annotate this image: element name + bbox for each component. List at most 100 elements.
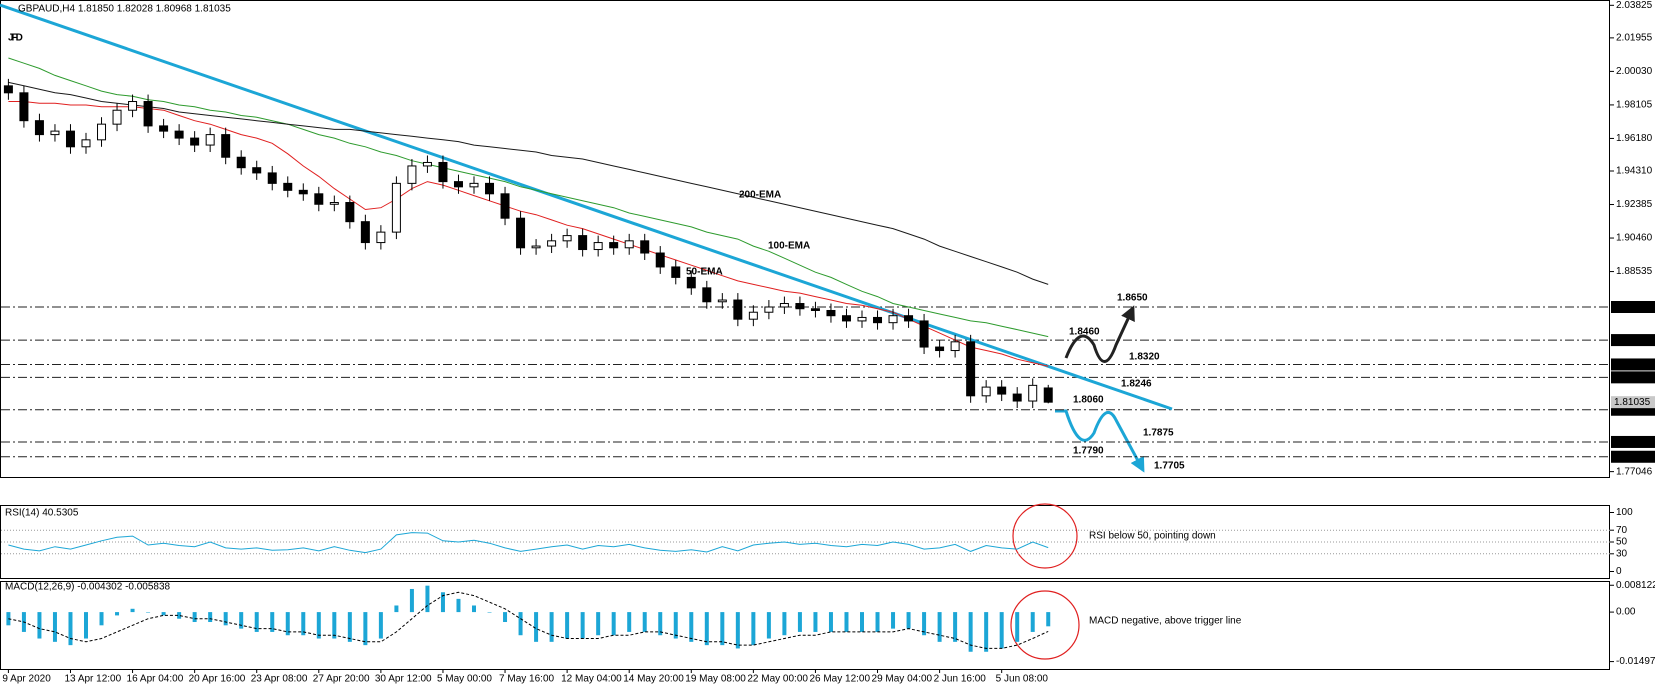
x-tick-label: 23 Apr 08:00 bbox=[251, 674, 308, 685]
candle-body bbox=[174, 130, 184, 139]
candle-body bbox=[531, 245, 541, 249]
bearish-scenario-arrow bbox=[1055, 409, 1145, 473]
macd-bar bbox=[332, 612, 337, 639]
macd-bar bbox=[704, 612, 709, 646]
candle-body bbox=[997, 386, 1007, 395]
candle-body bbox=[283, 182, 293, 191]
level-annotation: 1.8060 bbox=[1073, 395, 1104, 406]
candle-body bbox=[391, 182, 401, 233]
logo: JFD bbox=[8, 33, 23, 44]
candle-body bbox=[686, 276, 696, 289]
macd-bar bbox=[115, 612, 120, 616]
candle-body bbox=[547, 240, 557, 247]
candle-body bbox=[841, 315, 851, 322]
candle-body bbox=[190, 137, 200, 146]
y-tick-label: 1.90460 bbox=[1616, 233, 1653, 244]
candle-body bbox=[236, 156, 246, 169]
macd-bar bbox=[627, 612, 632, 632]
y-tick-label: 0 bbox=[1616, 566, 1622, 577]
macd-bar bbox=[99, 612, 104, 626]
level-label: 1.84600 bbox=[1614, 335, 1651, 346]
candle-body bbox=[314, 193, 324, 205]
candle-body bbox=[205, 134, 215, 146]
candle-body bbox=[593, 242, 603, 251]
y-tick-label: 0.008122 bbox=[1616, 580, 1655, 591]
macd-bar bbox=[254, 612, 259, 632]
x-tick-label: 27 Apr 20:00 bbox=[313, 674, 370, 685]
candle-body bbox=[407, 165, 417, 184]
pane-title: MACD(12,26,9) -0.004302 -0.005838 bbox=[5, 582, 171, 593]
macd-bar bbox=[1046, 612, 1051, 627]
candle-body bbox=[345, 202, 355, 223]
macd-bar bbox=[844, 612, 849, 632]
macd-bar bbox=[782, 612, 787, 636]
level-annotation: 1.8320 bbox=[1129, 352, 1160, 363]
candle-body bbox=[97, 123, 107, 141]
macd-bar bbox=[1030, 612, 1035, 632]
macd-bar bbox=[937, 612, 942, 642]
level-label: 1.78750 bbox=[1614, 437, 1651, 448]
y-tick-label: 30 bbox=[1616, 548, 1628, 559]
macd-bar bbox=[580, 612, 585, 639]
level-annotation: 1.7875 bbox=[1143, 428, 1174, 439]
rsi-line bbox=[8, 532, 1049, 554]
annotation: RSI below 50, pointing down bbox=[1089, 531, 1216, 542]
macd-bar bbox=[394, 605, 399, 613]
macd-bar bbox=[797, 612, 802, 632]
macd-bar bbox=[363, 612, 368, 646]
candle-body bbox=[50, 130, 60, 136]
candle-body bbox=[702, 287, 712, 303]
candle-body bbox=[34, 120, 44, 136]
candle-body bbox=[981, 386, 991, 397]
main-pane bbox=[0, 0, 1610, 478]
macd-bar bbox=[922, 612, 927, 636]
macd-pane bbox=[0, 581, 1610, 670]
level-label: 1.77900 bbox=[1614, 451, 1651, 462]
macd-bar bbox=[891, 612, 896, 629]
y-tick-label: -0.014976 bbox=[1616, 656, 1655, 667]
candle-body bbox=[810, 308, 820, 311]
macd-bar bbox=[270, 612, 275, 632]
candle-body bbox=[438, 161, 448, 183]
macd-bar bbox=[735, 612, 740, 649]
ema-label: 50-EMA bbox=[686, 267, 723, 278]
macd-bar bbox=[208, 612, 213, 623]
macd-bar bbox=[689, 612, 694, 642]
candle-body bbox=[469, 182, 479, 188]
macd-bar bbox=[192, 612, 197, 623]
y-tick-label: 70 bbox=[1616, 525, 1628, 536]
macd-bar bbox=[146, 612, 151, 613]
macd-bar bbox=[611, 612, 616, 636]
level-box bbox=[1611, 450, 1655, 463]
level-box bbox=[1611, 371, 1655, 384]
macd-bar bbox=[456, 598, 461, 613]
macd-bar bbox=[223, 612, 228, 626]
candle-body bbox=[826, 309, 836, 317]
candle-body bbox=[966, 341, 976, 397]
macd-bar bbox=[487, 612, 492, 613]
x-tick-label: 19 May 08:00 bbox=[685, 674, 746, 685]
x-tick-label: 7 May 16:00 bbox=[499, 674, 554, 685]
macd-bar bbox=[984, 612, 989, 652]
x-tick-label: 20 Apr 16:00 bbox=[189, 674, 246, 685]
y-tick-label: 2.03825 bbox=[1616, 0, 1653, 11]
y-tick-label: 2.00030 bbox=[1616, 66, 1653, 77]
macd-bar bbox=[549, 612, 554, 642]
ema-line bbox=[8, 101, 1049, 367]
candle-body bbox=[919, 320, 929, 348]
level-label: 1.80600 bbox=[1614, 404, 1651, 415]
y-tick-label: 1.88535 bbox=[1616, 266, 1653, 277]
macd-bar bbox=[503, 612, 508, 623]
macd-bar bbox=[440, 592, 445, 613]
signal-line bbox=[8, 591, 1049, 649]
candle-body bbox=[128, 101, 138, 111]
x-tick-label: 29 May 04:00 bbox=[872, 674, 933, 685]
macd-bar bbox=[673, 612, 678, 639]
macd-bar bbox=[953, 612, 958, 642]
annotation: MACD negative, above trigger line bbox=[1089, 616, 1242, 627]
x-tick-label: 22 May 00:00 bbox=[747, 674, 808, 685]
y-tick-label: 1.92385 bbox=[1616, 199, 1653, 210]
candle-body bbox=[624, 240, 634, 249]
